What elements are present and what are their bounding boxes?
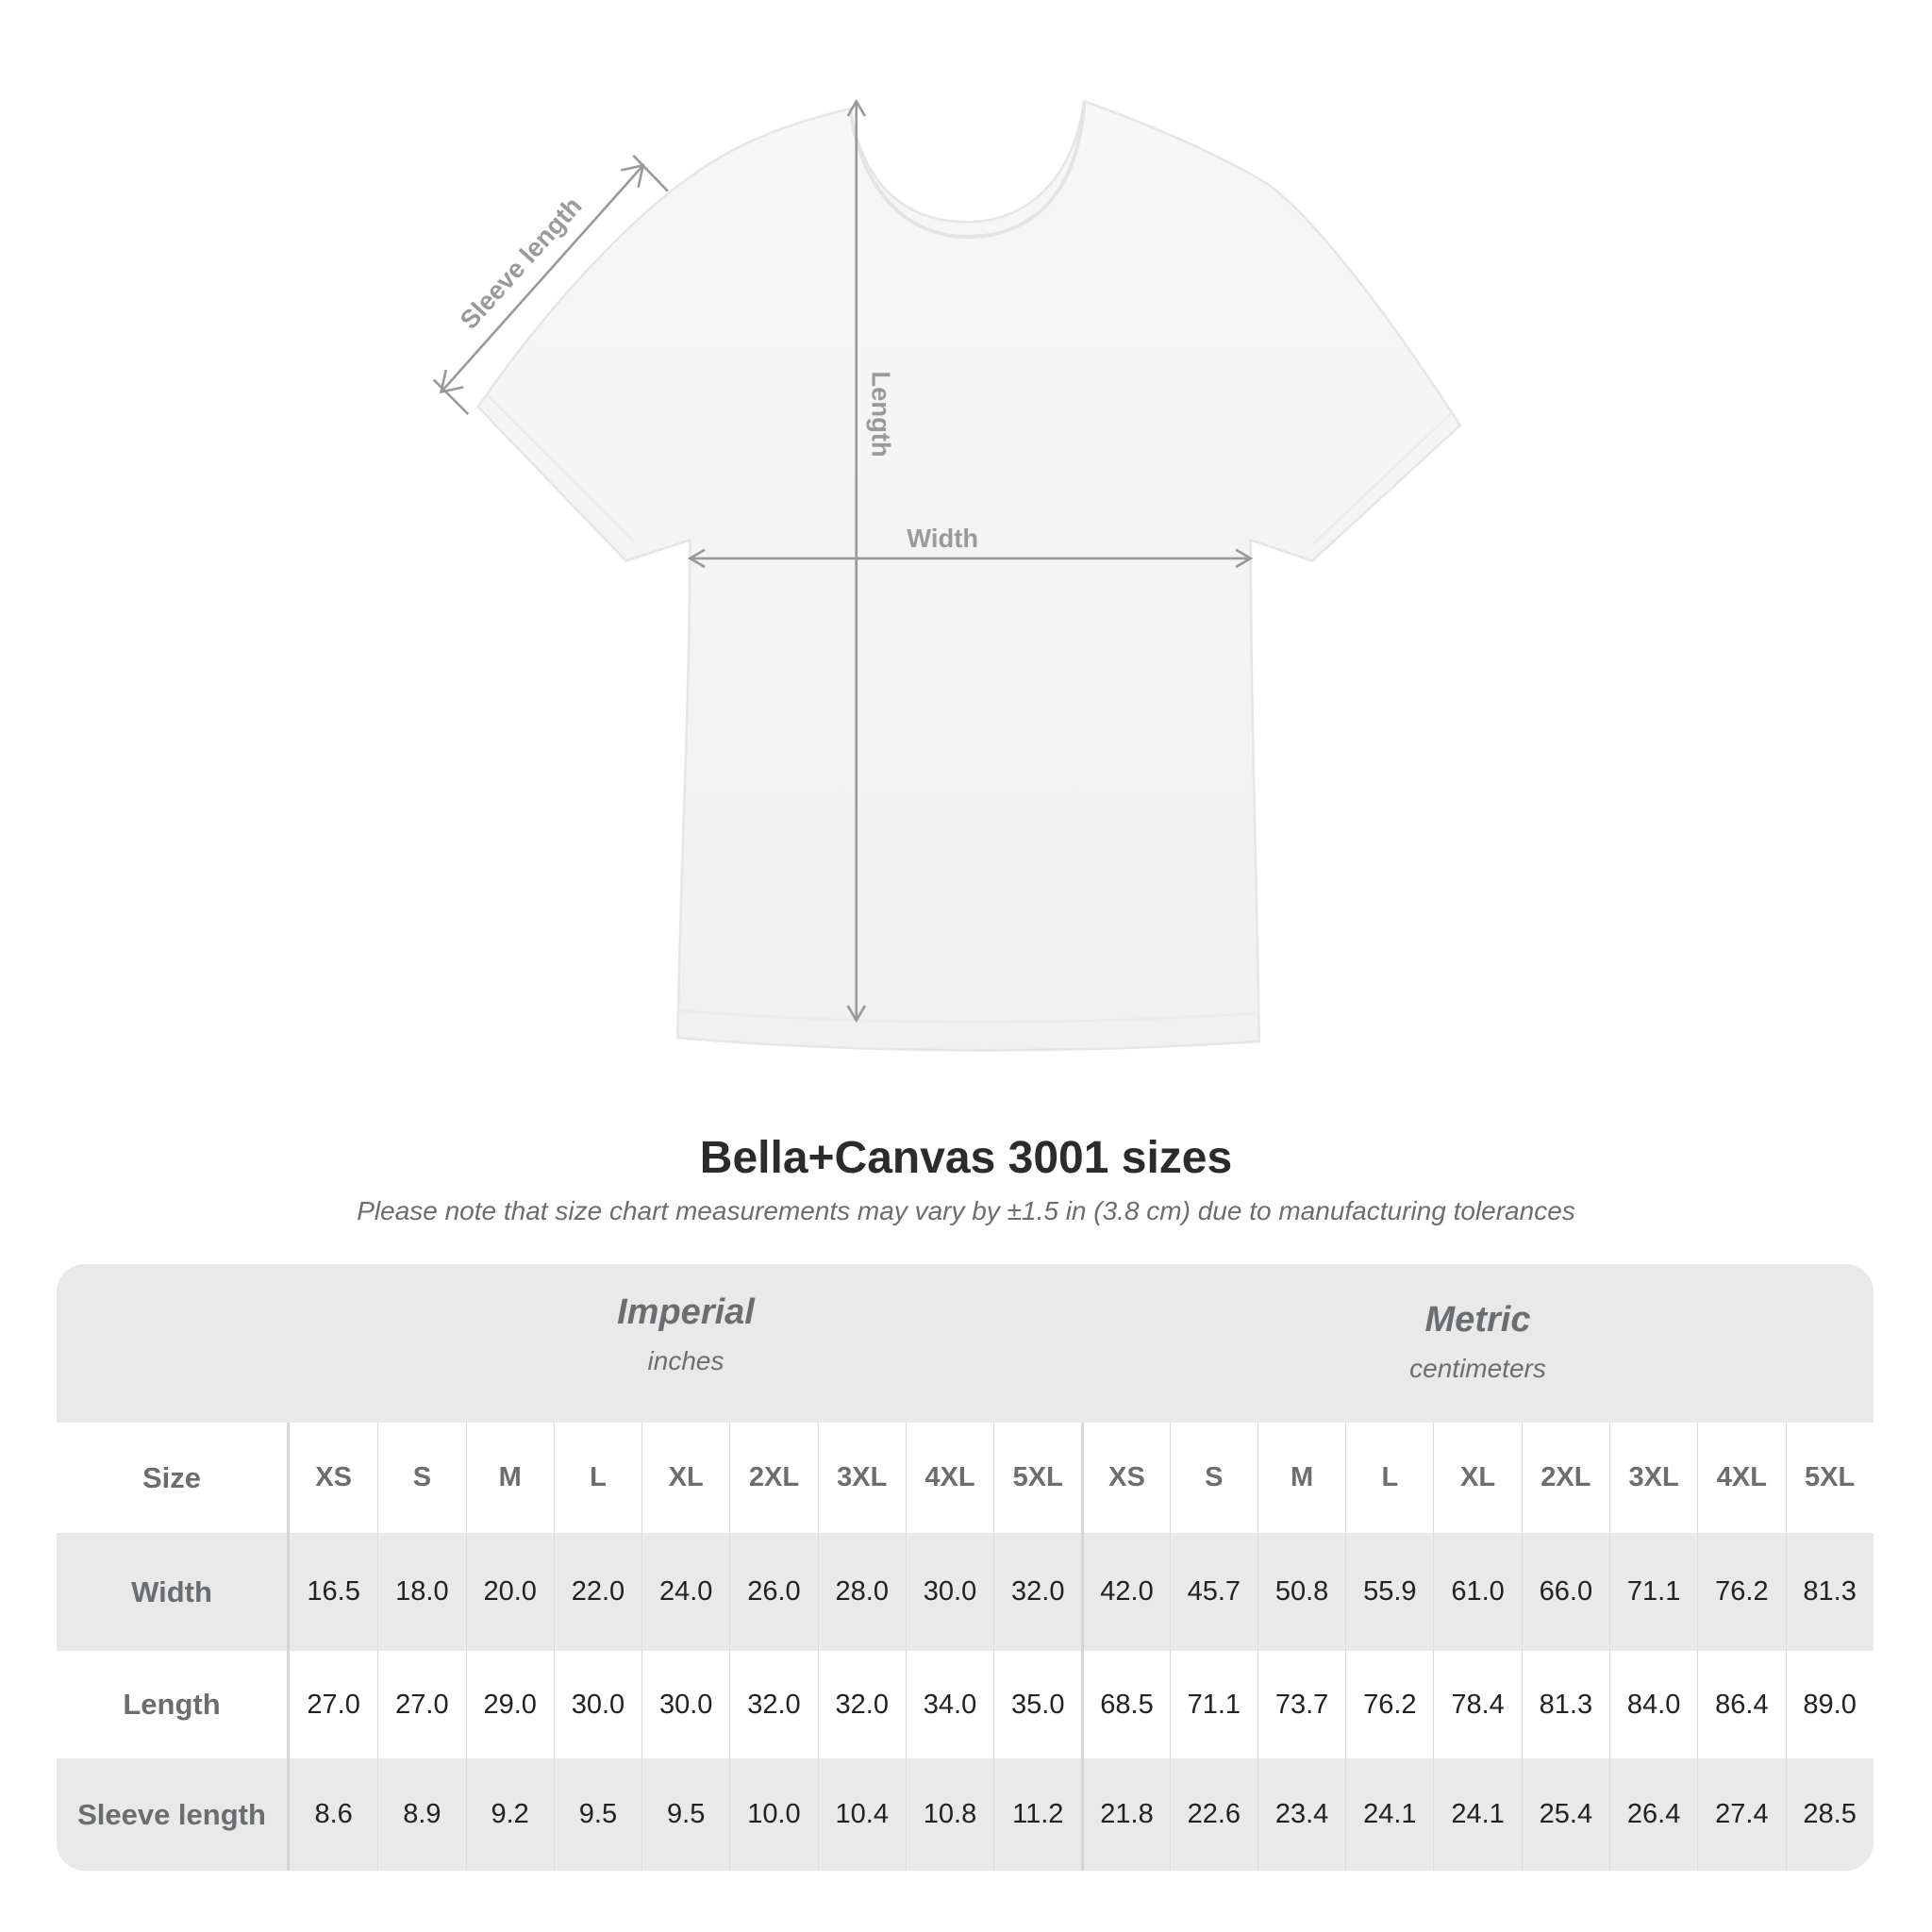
row-label: Length [57, 1651, 290, 1758]
table-cell: 86.4 [1697, 1651, 1785, 1758]
width-measure-line [687, 548, 1254, 569]
table-cell: 24.1 [1433, 1758, 1521, 1871]
table-row-sleeve-length: Sleeve length 8.6 8.9 9.2 9.5 9.5 10.0 10.4 10.8… [57, 1758, 1874, 1871]
table-cell: 28.5 [1785, 1758, 1874, 1871]
metric-header: Metric centimeters [1082, 1300, 1874, 1384]
sleeve-measure-line [432, 154, 669, 416]
table-cell: 24.0 [641, 1533, 729, 1651]
table-cell: 16.5 [307, 1576, 360, 1607]
table-cell: 32.0 [729, 1651, 817, 1758]
table-cell: 11.2 [993, 1758, 1081, 1871]
table-cell: 55.9 [1345, 1533, 1433, 1651]
length-label: Length [867, 371, 896, 457]
size-header-cell: 5XL [1785, 1423, 1874, 1533]
table-cell: 9.5 [553, 1758, 641, 1871]
size-header-cell: 2XL [1521, 1423, 1609, 1533]
size-header-row: Size XS S M L XL 2XL 3XL 4XL 5XL XS S M L XL 2XL 3XL 4XL 5… [57, 1423, 1874, 1533]
imperial-title: Imperial [617, 1292, 755, 1332]
page-title: Bella+Canvas 3001 sizes [699, 1133, 1233, 1183]
table-cell: 30.0 [553, 1651, 641, 1758]
table-cell: 73.7 [1257, 1651, 1345, 1758]
size-header-cell: S [1169, 1423, 1257, 1533]
table-cell: 76.2 [1697, 1533, 1785, 1651]
size-header-cell: S [377, 1423, 465, 1533]
table-cell: 22.6 [1169, 1758, 1257, 1871]
table-cell: 27.0 [377, 1651, 465, 1758]
size-header-cell: XS [1081, 1423, 1169, 1533]
size-header-cell: 5XL [993, 1423, 1081, 1533]
table-cell: 50.8 [1257, 1533, 1345, 1651]
table-cell: 32.0 [993, 1533, 1081, 1651]
table-cell: 30.0 [641, 1651, 729, 1758]
table-cell: 27.4 [1697, 1758, 1785, 1871]
table-cell: 24.1 [1345, 1758, 1433, 1871]
table-cell: 34.0 [905, 1651, 993, 1758]
size-header-cell: XL [1433, 1423, 1521, 1533]
size-header-cell: 4XL [1697, 1423, 1785, 1533]
tolerance-note: Please note that size chart measurements… [357, 1196, 1575, 1225]
table-row-width: Width 16.5 18.0 20.0 22.0 24.0 26.0 28.0 30.0 32.… [57, 1533, 1874, 1651]
table-cell: 32.0 [817, 1651, 906, 1758]
size-header-cell: L [553, 1423, 641, 1533]
table-cell: 25.4 [1521, 1758, 1609, 1871]
size-header-cell: M [465, 1423, 554, 1533]
table-cell: 9.2 [465, 1758, 554, 1871]
imperial-unit: inches [647, 1346, 724, 1375]
table-cell: 81.3 [1785, 1533, 1874, 1651]
table-cell: 71.1 [1608, 1533, 1697, 1651]
table-cell: 78.4 [1433, 1651, 1521, 1758]
table-cell: 28.0 [817, 1533, 906, 1651]
table-cell: 8.6 [314, 1799, 353, 1829]
table-row-length: Length 27.0 27.0 29.0 30.0 30.0 32.0 32.0 34.0 35… [57, 1651, 1874, 1758]
table-cell: 20.0 [465, 1533, 554, 1651]
row-label: Width [57, 1533, 290, 1651]
table-cell: 89.0 [1785, 1651, 1874, 1758]
size-header-cell: 2XL [729, 1423, 817, 1533]
table-cell: 61.0 [1433, 1533, 1521, 1651]
size-header-cell: M [1257, 1423, 1345, 1533]
table-cell: 10.4 [817, 1758, 906, 1871]
tshirt-diagram: Sleeve length Length Width [432, 98, 1462, 1052]
table-cell: 10.0 [729, 1758, 817, 1871]
size-header-cell: 4XL [905, 1423, 993, 1533]
table-cell: 35.0 [993, 1651, 1081, 1758]
unit-header: Imperial inches Metric centimeters [57, 1264, 1874, 1423]
size-header-cell: L [1345, 1423, 1433, 1533]
table-cell: 68.5 [1081, 1651, 1169, 1758]
table-cell: 29.0 [465, 1651, 554, 1758]
table-cell: 71.1 [1169, 1651, 1257, 1758]
width-label: Width [907, 524, 978, 553]
metric-unit: centimeters [1409, 1354, 1546, 1383]
row-label: Size [57, 1423, 290, 1533]
table-cell: 84.0 [1608, 1651, 1697, 1758]
size-header-cell: XS [315, 1462, 352, 1492]
size-header-cell: 3XL [817, 1423, 906, 1533]
row-label: Sleeve length [57, 1758, 290, 1871]
table-cell: 26.4 [1608, 1758, 1697, 1871]
tshirt-shape [476, 99, 1462, 1052]
table-cell: 30.0 [905, 1533, 993, 1651]
table-cell: 45.7 [1169, 1533, 1257, 1651]
length-measure-line [846, 98, 867, 1024]
size-header-cell: XL [641, 1423, 729, 1533]
imperial-header: Imperial inches [290, 1292, 1082, 1376]
table-cell: 8.9 [377, 1758, 465, 1871]
table-cell: 22.0 [553, 1533, 641, 1651]
table-cell: 23.4 [1257, 1758, 1345, 1871]
table-cell: 81.3 [1521, 1651, 1609, 1758]
table-cell: 10.8 [905, 1758, 993, 1871]
table-cell: 66.0 [1521, 1533, 1609, 1651]
table-cell: 9.5 [641, 1758, 729, 1871]
table-cell: 27.0 [307, 1689, 360, 1720]
size-header-cell: 3XL [1608, 1423, 1697, 1533]
table-cell: 76.2 [1345, 1651, 1433, 1758]
table-cell: 26.0 [729, 1533, 817, 1651]
table-cell: 18.0 [377, 1533, 465, 1651]
size-chart-table: Imperial inches Metric centimeters Size X… [57, 1264, 1874, 1871]
table-cell: 42.0 [1081, 1533, 1169, 1651]
metric-title: Metric [1424, 1300, 1531, 1340]
table-cell: 21.8 [1081, 1758, 1169, 1871]
